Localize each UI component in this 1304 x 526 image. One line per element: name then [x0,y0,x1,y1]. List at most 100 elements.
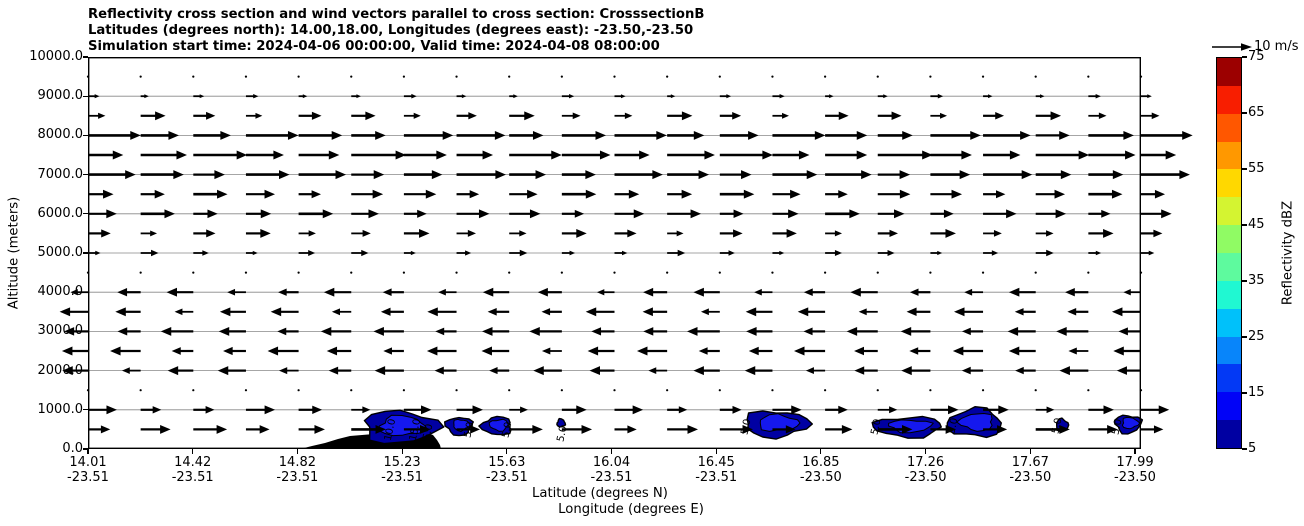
wind-arrow [88,425,111,434]
wind-arrow [140,406,162,414]
wind-arrow [140,170,184,180]
wind-arrow [403,112,421,119]
wind-arrow [909,288,931,296]
x-tick-lat: 16.45 [697,455,735,470]
colorbar-tick-label: 5 [1248,441,1257,456]
wind-arrow [825,249,843,257]
colorbar-band [1217,392,1241,421]
wind-arrow-dot [139,271,142,274]
colorbar-tick-label: 75 [1248,49,1265,64]
y-tick-label: 1000.0 [37,401,84,417]
wind-arrow-dot [1034,389,1037,392]
wind-arrow [643,327,668,336]
wind-arrow [877,406,898,414]
wind-arrow [140,130,179,140]
wind-arrow [1007,326,1036,336]
wind-arrow [140,94,149,99]
chart-title-line3: Simulation start time: 2024-04-06 00:00:… [88,39,660,54]
wind-arrow [193,406,215,414]
wind-arrow-dot [981,75,985,78]
wind-arrow [278,367,299,375]
wind-arrow [754,288,773,296]
plot-frame [87,56,1141,450]
wind-arrow [489,367,510,375]
wind-arrow-dot [718,271,721,274]
wind-arrow [351,111,376,121]
x-tick-lon: -23.50 [1114,470,1156,485]
wind-arrow [877,170,911,180]
wind-arrow [877,229,898,238]
wind-arrow [745,307,773,317]
wind-arrow [983,170,1033,180]
wind-arrow [509,189,538,199]
wind-arrow [930,405,959,415]
x-tick-mark [925,449,927,454]
wind-arrow [1088,170,1124,180]
wind-arrow [614,94,626,99]
wind-arrow [667,150,715,160]
x-tick-lon: -23.51 [67,470,109,485]
x-tick-label: 15.23 -23.51 [357,455,447,485]
x-tick-mark [715,449,717,454]
wind-arrow-dot [297,271,300,274]
wind-arrow [719,94,732,99]
wind-arrow-dot [297,75,300,78]
wind-arrow [245,170,290,180]
wind-arrow [245,250,258,256]
wind-arrow [906,307,931,317]
wind-arrow [983,94,993,99]
wind-arrow [193,170,225,180]
y-tick-label: 9000.0 [37,88,84,104]
wind-arrow [954,307,984,317]
wind-arrow-dot [613,75,616,78]
wind-arrow-dot [666,271,669,274]
wind-arrow [930,170,971,180]
wind-arrow [846,326,878,336]
wind-arrow [930,209,954,218]
x-tick-label: 14.42 -23.51 [148,455,238,485]
wind-arrow [193,209,218,219]
wind-arrow-dot [192,389,195,392]
wind-arrow [952,346,984,356]
y-tick-mark [83,213,88,215]
quiver-key-label: 10 m/s [1254,39,1299,54]
wind-arrow-dot [244,271,248,274]
y-tick-mark [83,95,88,97]
colorbar-tick-label: 25 [1248,329,1265,344]
wind-arrow-dot [771,75,774,78]
x-tick-label: 14.82 -23.51 [252,455,342,485]
wind-arrow [930,228,956,238]
wind-arrow [930,424,957,434]
wind-arrow [193,94,205,99]
wind-arrow [614,130,667,140]
wind-arrow [193,150,248,160]
wind-arrow [533,366,562,376]
wind-arrow [1008,346,1036,356]
wind-arrow [88,112,106,119]
wind-arrow [591,327,615,336]
wind-arrow [403,130,454,140]
wind-arrow [614,189,640,199]
wind-arrow [227,288,246,296]
wind-arrow-dot [1087,271,1090,274]
wind-arrow [298,130,343,140]
wind-arrow [456,170,506,180]
wind-arrow [117,327,141,336]
colorbar-tick-mark [1242,168,1247,170]
wind-arrow [850,287,878,297]
wind-arrow [693,366,720,376]
wind-arrow [328,366,352,375]
wind-arrow [403,405,432,415]
wind-arrow-dot [139,75,142,78]
wind-arrow [561,209,585,218]
x-tick-label: 16.45 -23.51 [671,455,761,485]
wind-arrow [434,366,457,375]
wind-arrow [88,189,114,199]
wind-arrow [481,326,510,336]
colorbar-tick-label: 55 [1248,161,1265,176]
colorbar-band [1217,308,1241,337]
wind-arrow [744,366,773,376]
wind-arrow [245,425,270,434]
wind-arrow [509,249,528,257]
wind-arrow [166,287,194,297]
